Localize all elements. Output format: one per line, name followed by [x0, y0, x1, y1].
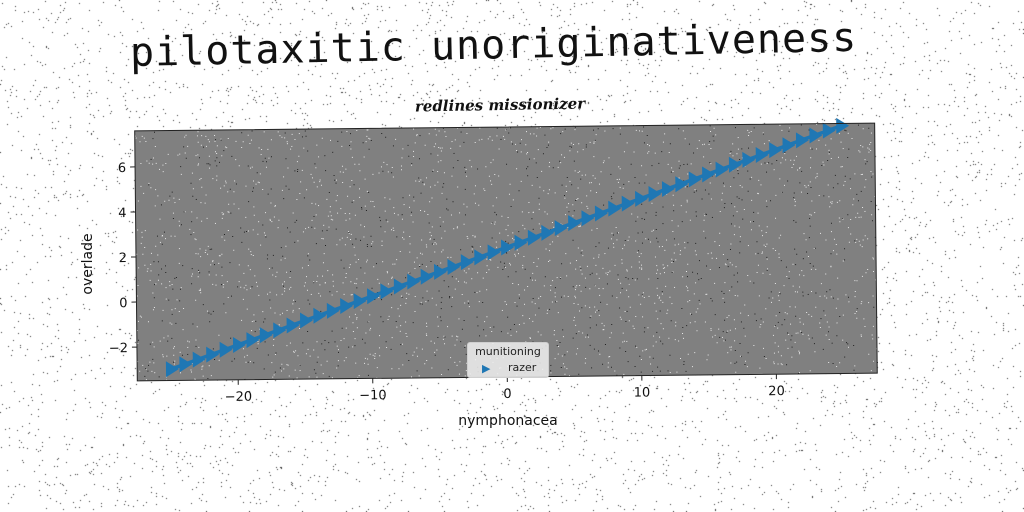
data-point-marker [259, 327, 273, 344]
y-tick-label: 0 [119, 296, 127, 311]
data-point-marker [313, 307, 327, 324]
data-point-marker [380, 283, 394, 300]
plot-noise [134, 124, 878, 382]
x-tick-label: −10 [359, 388, 387, 403]
triangle-right-icon: ▶ [482, 362, 491, 375]
data-point-marker [635, 190, 648, 207]
data-point-marker [621, 195, 635, 212]
data-point-marker [648, 186, 662, 203]
data-point-marker [232, 336, 246, 353]
data-point-marker [514, 234, 528, 251]
data-point-marker [554, 220, 568, 237]
x-tick-label: 20 [768, 384, 785, 399]
data-point-marker [594, 205, 608, 222]
x-axis: −20 −10 0 10 20 [225, 374, 785, 405]
data-point-marker [501, 239, 514, 256]
legend-title: munitioning [475, 345, 541, 358]
data-point-marker [568, 215, 581, 232]
data-point-marker [165, 361, 179, 378]
data-point-marker [179, 356, 193, 373]
data-point-marker [286, 317, 300, 334]
data-point-marker [769, 142, 783, 159]
series-layer [165, 117, 850, 378]
data-point-marker [393, 278, 407, 295]
data-point-marker [795, 132, 809, 149]
data-point-marker [487, 244, 501, 261]
data-point-marker [755, 146, 769, 163]
data-point-marker [474, 249, 488, 266]
data-point-marker [273, 322, 287, 339]
data-point-marker [715, 161, 729, 178]
data-point-marker [353, 293, 367, 310]
x-tick-label: 0 [503, 387, 511, 402]
data-point-marker [527, 229, 541, 246]
data-point-marker [702, 166, 715, 183]
data-point-marker [728, 156, 742, 173]
data-point-marker [407, 273, 421, 290]
y-axis: −2 0 2 4 6 [109, 161, 137, 356]
x-tick-label: −20 [225, 390, 253, 405]
data-point-marker [541, 224, 555, 241]
x-tick-label: 10 [634, 385, 651, 400]
data-point-marker [742, 151, 756, 168]
data-point-marker [822, 122, 836, 139]
data-point-marker [460, 254, 474, 271]
data-point-marker [836, 117, 850, 134]
data-point-marker [219, 341, 233, 358]
data-point-marker [206, 346, 220, 363]
data-point-marker [447, 259, 461, 276]
data-point-marker [675, 176, 689, 193]
y-axis-label: overlade [80, 233, 96, 294]
data-point-marker [688, 171, 702, 188]
data-point-marker [608, 200, 622, 217]
data-point-marker [581, 210, 595, 227]
y-tick-label: 6 [118, 161, 126, 176]
y-tick-label: −2 [109, 341, 128, 356]
data-point-marker [433, 263, 447, 280]
y-tick-label: 2 [119, 251, 127, 266]
legend: munitioning ▶ razer [467, 342, 549, 378]
data-point-marker [246, 332, 260, 349]
data-point-marker [782, 137, 796, 154]
data-point-marker [420, 268, 434, 285]
data-point-marker [326, 302, 340, 319]
data-point-marker [192, 351, 206, 368]
data-point-marker [340, 298, 354, 315]
legend-entry-label: razer [508, 361, 537, 374]
data-point-marker [367, 288, 380, 305]
data-point-marker [661, 181, 675, 198]
data-point-marker [299, 312, 313, 329]
data-point-marker [809, 127, 823, 144]
x-axis-label: nymphonacea [458, 413, 557, 429]
y-tick-label: 4 [118, 206, 126, 221]
